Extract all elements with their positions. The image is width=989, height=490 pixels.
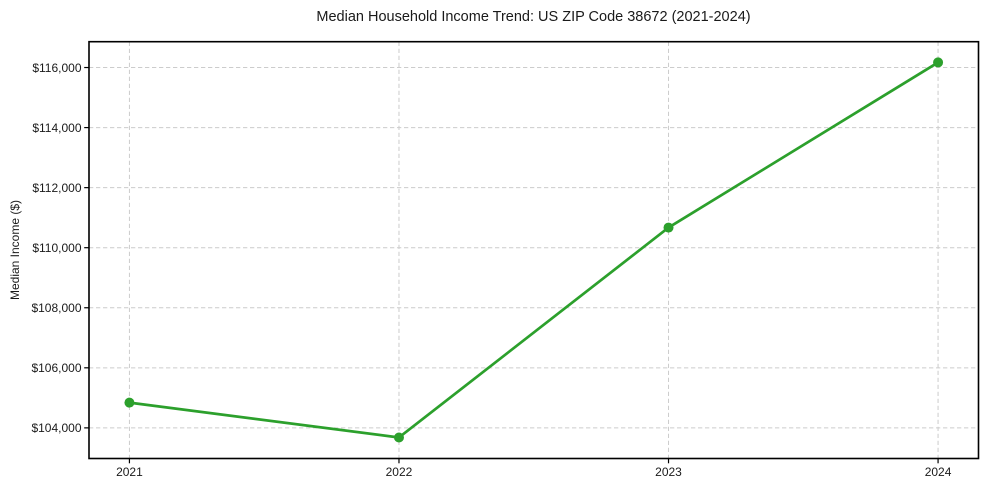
axis-ticks: [84, 66, 939, 464]
x-tick-label: 2023: [655, 465, 682, 479]
y-tick-labels: $104,000 $106,000 $108,000 $110,000 $112,000…: [31, 61, 81, 435]
line-series: [124, 57, 944, 443]
x-tick-label: 2024: [925, 465, 952, 479]
y-tick-label: $110,000: [32, 241, 81, 255]
x-tick-label: 2022: [386, 465, 413, 479]
y-tick-label: $112,000: [32, 181, 81, 195]
data-point-2024: [933, 57, 944, 68]
y-tick-label: $106,000: [31, 361, 81, 375]
data-point-2021: [124, 397, 135, 408]
plot-area: [89, 41, 979, 459]
chart-title: Median Household Income Trend: US ZIP Co…: [316, 9, 750, 25]
y-axis-label: Median Income ($): [8, 200, 22, 300]
y-tick-label: $104,000: [31, 421, 81, 435]
plot-border: [88, 40, 980, 460]
y-tick-label: $114,000: [32, 121, 81, 135]
data-point-2023: [663, 222, 674, 233]
series-line: [128, 61, 940, 439]
x-tick-labels: 2021 2022 2023 2024: [116, 465, 952, 479]
gridlines: [89, 41, 979, 459]
data-point-2022: [393, 432, 404, 443]
y-tick-label: $116,000: [32, 61, 81, 75]
y-tick-label: $108,000: [31, 301, 81, 315]
x-tick-label: 2021: [116, 465, 143, 479]
